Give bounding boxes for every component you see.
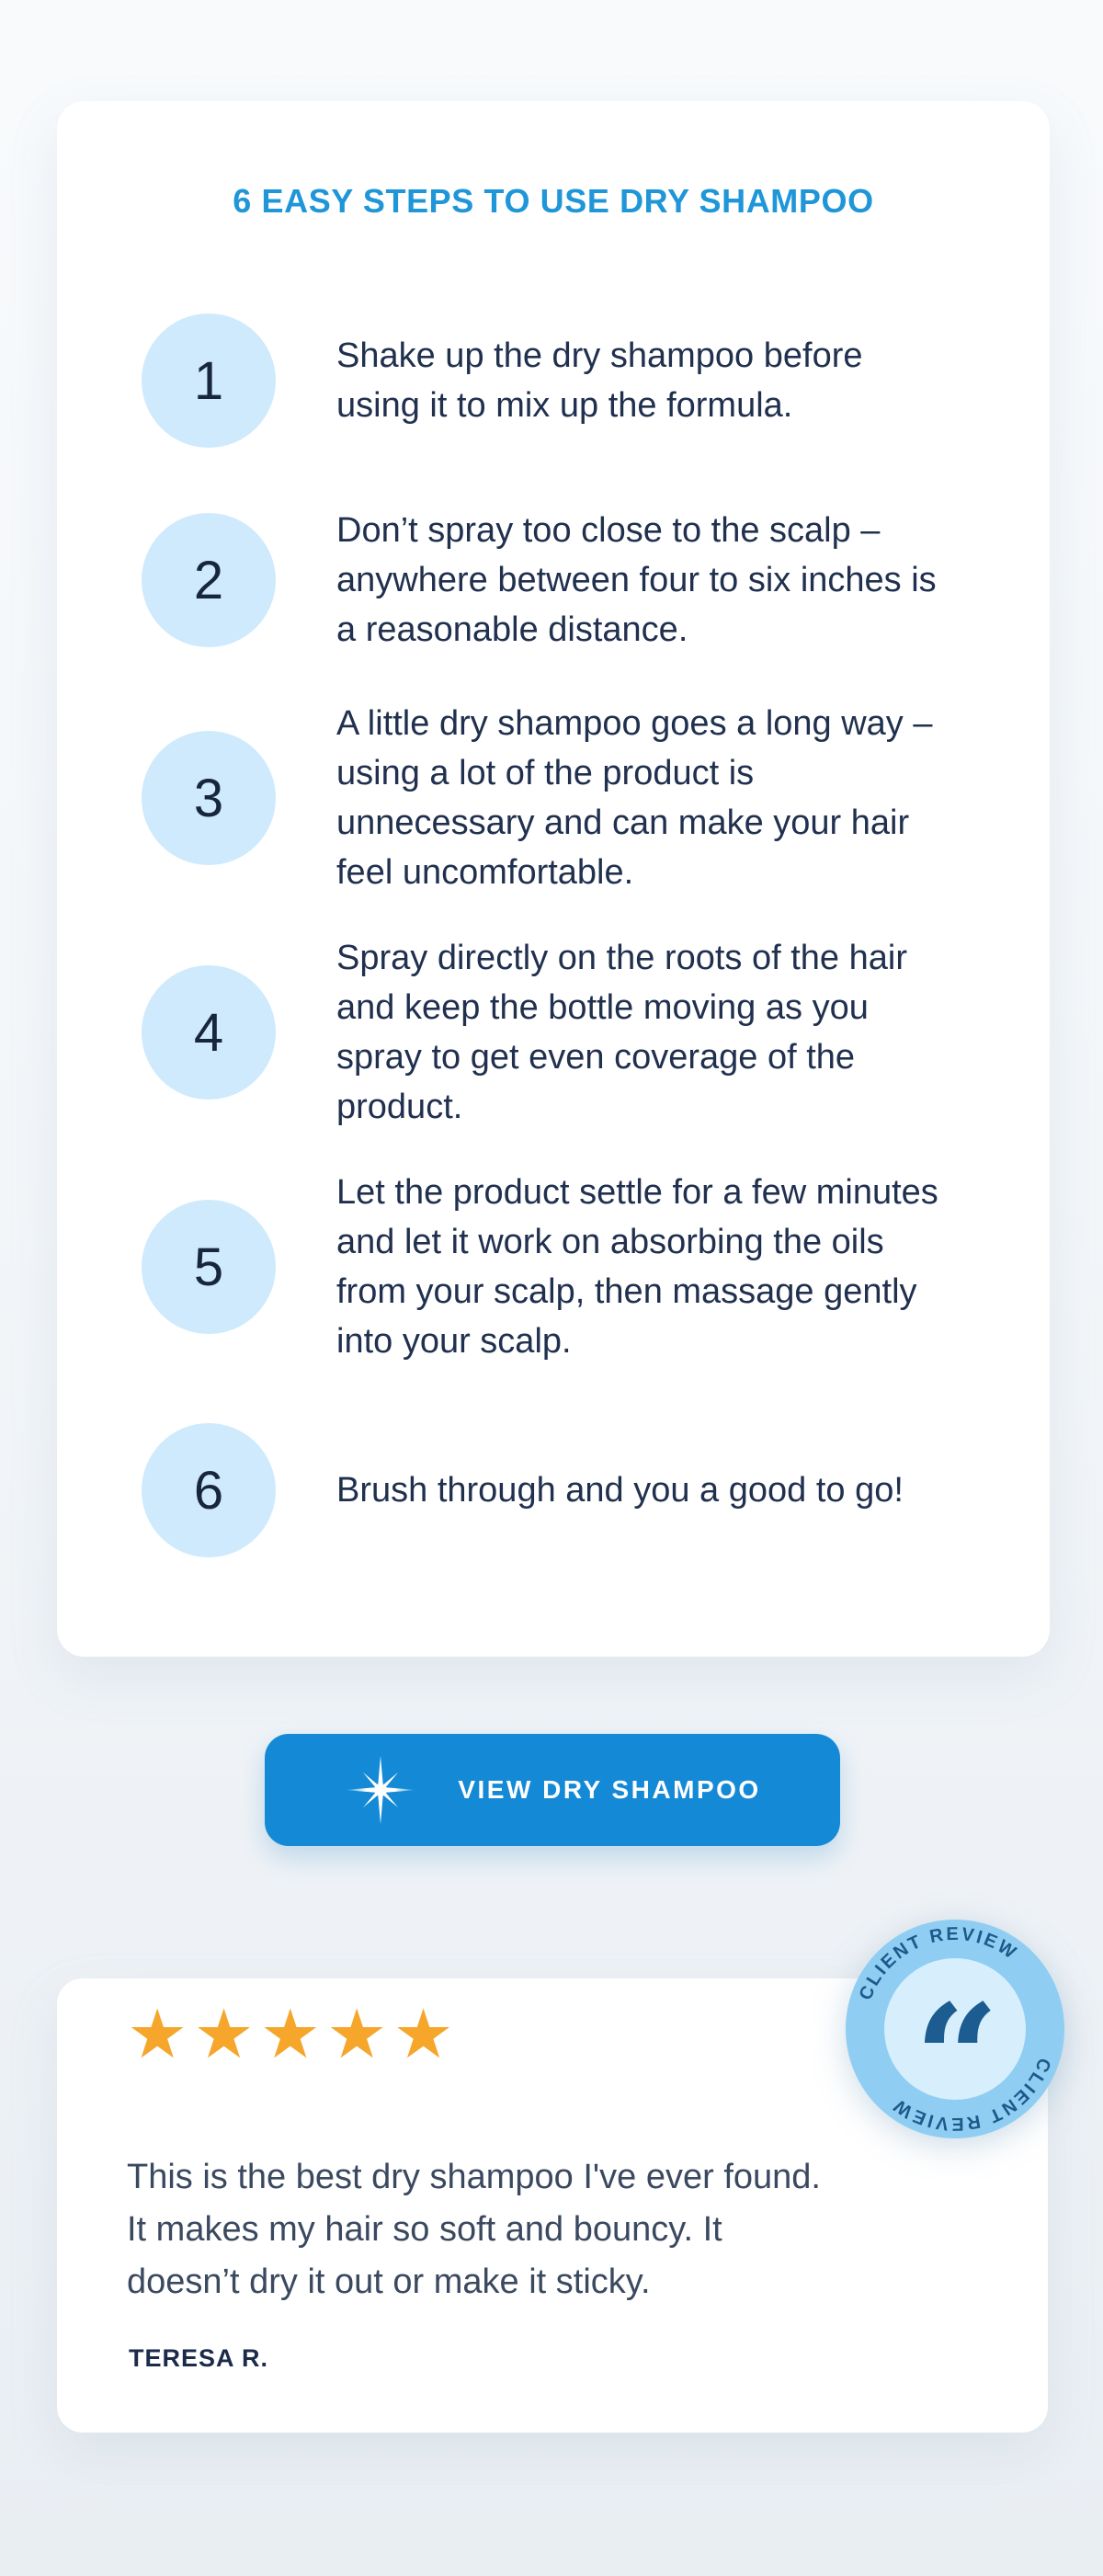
review-author: TERESA R. <box>129 2344 269 2372</box>
step-text: A little dry shampoo goes a long way – u… <box>336 704 933 892</box>
step-number-badge: 4 <box>142 965 276 1100</box>
step-number-badge: 6 <box>142 1423 276 1557</box>
steps-card-title: 6 EASY STEPS TO USE DRY SHAMPOO <box>233 182 874 220</box>
step-number-badge: 5 <box>142 1200 276 1334</box>
step-number: 3 <box>193 768 224 828</box>
step-number: 5 <box>193 1237 224 1297</box>
step-row-3: 3 A little dry shampoo goes a long way –… <box>142 699 996 897</box>
steps-card: 6 EASY STEPS TO USE DRY SHAMPOO 1 Shake … <box>57 101 1050 1657</box>
step-text: Brush through and you a good to go! <box>336 1471 904 1510</box>
step-number: 4 <box>193 1002 224 1063</box>
step-text: Let the product settle for a few minutes… <box>336 1173 938 1361</box>
step-row-2: 2 Don’t spray too close to the scalp – a… <box>142 506 996 655</box>
step-number-badge: 1 <box>142 313 276 448</box>
step-number-badge: 3 <box>142 731 276 865</box>
view-dry-shampoo-label: VIEW DRY SHAMPOO <box>458 1775 761 1804</box>
client-review-badge: CLIENT REVIEW CLIENT REVIEW “ <box>843 1904 1067 2153</box>
quote-icon: “ <box>915 1972 999 2140</box>
review-text: This is the best dry shampoo I've ever f… <box>127 2158 821 2301</box>
step-number: 6 <box>193 1460 224 1521</box>
step-row-6: 6 Brush through and you a good to go! <box>142 1423 996 1557</box>
view-dry-shampoo-button[interactable]: VIEW DRY SHAMPOO <box>265 1734 840 1846</box>
step-text: Spray directly on the roots of the hair … <box>336 939 907 1126</box>
star-rating: ★★★★★ <box>127 1996 460 2072</box>
step-row-4: 4 Spray directly on the roots of the hai… <box>142 933 996 1132</box>
step-text: Shake up the dry shampoo before using it… <box>336 336 863 425</box>
step-number-badge: 2 <box>142 513 276 647</box>
step-row-1: 1 Shake up the dry shampoo before using … <box>142 313 996 448</box>
badge-inner-circle <box>884 1958 1026 2100</box>
sparkle-icon <box>344 1753 417 1827</box>
step-text: Don’t spray too close to the scalp – any… <box>336 511 937 649</box>
step-number: 2 <box>193 550 224 610</box>
step-row-5: 5 Let the product settle for a few minut… <box>142 1168 996 1366</box>
step-number: 1 <box>193 350 224 411</box>
